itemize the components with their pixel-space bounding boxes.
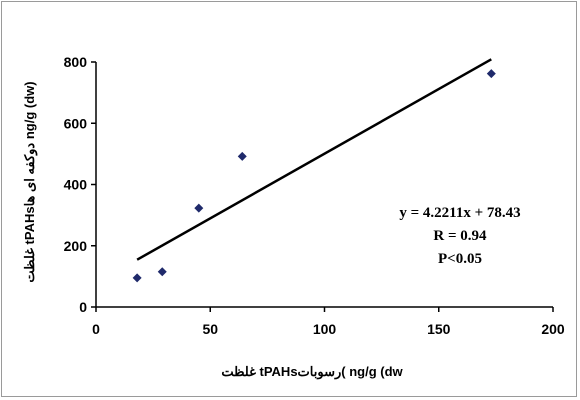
trendline <box>136 58 492 261</box>
trendline-group <box>136 58 492 261</box>
annotation-text: y = 4.2211x + 78.43 <box>399 205 520 221</box>
y-axis-title: غلظت tPAHsدوکفه ای ها ng/g (dw) <box>22 81 38 282</box>
y-tick-label: 0 <box>79 299 87 315</box>
y-tick-label: 400 <box>64 177 88 193</box>
data-points <box>132 69 496 283</box>
x-tick-label: 200 <box>541 321 565 337</box>
data-point-diamond <box>132 273 142 283</box>
annotation-text: R = 0.94 <box>433 228 487 244</box>
x-tick-label: 150 <box>427 321 451 337</box>
y-tick-label: 200 <box>64 238 88 254</box>
x-axis: 0 50 100 150 200 <box>92 306 565 337</box>
data-point-diamond <box>194 203 204 213</box>
annotations: y = 4.2211x + 78.43 R = 0.94 P<0.05 <box>399 205 520 267</box>
x-tick-label: 0 <box>92 321 100 337</box>
data-point-diamond <box>157 267 167 277</box>
y-tick-label: 600 <box>64 115 88 131</box>
data-point-diamond <box>486 69 496 79</box>
x-tick-label: 100 <box>313 321 337 337</box>
x-axis-title: غلظت tPAHsرسوبات( ng/g (dw <box>221 364 403 380</box>
annotation-text: P<0.05 <box>438 251 482 267</box>
x-tick-label: 50 <box>202 321 218 337</box>
data-point-diamond <box>237 151 247 161</box>
y-axis: 0 200 400 600 800 <box>64 54 97 315</box>
y-tick-label: 800 <box>64 54 88 70</box>
